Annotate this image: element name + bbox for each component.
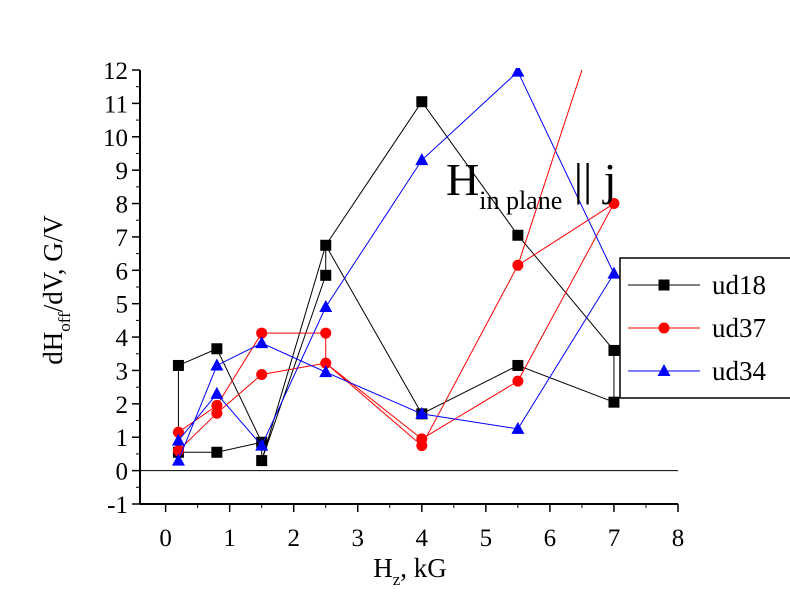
x-tick-label: 7 xyxy=(608,525,621,552)
data-point-ud34 xyxy=(171,453,185,466)
legend-marker-ud34 xyxy=(657,364,671,376)
data-point-ud34 xyxy=(171,433,185,446)
y-tick-label: 5 xyxy=(116,292,129,319)
data-point-ud34 xyxy=(210,386,224,399)
y-axis-title-main: dH xyxy=(38,332,68,365)
series-layer xyxy=(171,68,621,467)
x-tick-label: 5 xyxy=(480,525,493,552)
x-tick-label: 8 xyxy=(672,525,685,552)
series-ud18 xyxy=(172,96,620,467)
series-ud34 xyxy=(171,68,621,466)
data-point-ud37 xyxy=(512,375,524,387)
data-point-ud18 xyxy=(608,396,620,408)
y-tick-label: 0 xyxy=(116,459,129,486)
data-point-ud34 xyxy=(255,438,269,451)
data-point-ud34 xyxy=(415,153,429,166)
x-axis-title: Hz, kG xyxy=(373,553,447,589)
y-tick-label: 12 xyxy=(103,58,128,85)
y-tick-label: -1 xyxy=(107,492,128,519)
x-tick-label: 0 xyxy=(159,525,172,552)
legend-label-ud34: ud34 xyxy=(712,356,767,386)
data-point-ud37 xyxy=(211,407,223,419)
data-point-ud18 xyxy=(211,343,223,355)
series-line-ud37 xyxy=(178,203,615,451)
series-extension-ud37 xyxy=(517,69,583,266)
data-point-ud18 xyxy=(256,455,268,467)
x-axis-title-main: H xyxy=(373,553,393,583)
chart-annotation: Hin plane || j xyxy=(446,154,616,215)
data-point-ud34 xyxy=(255,336,269,349)
series-ud37 xyxy=(172,198,620,457)
y-tick-label: 6 xyxy=(116,258,129,285)
data-point-ud18 xyxy=(512,229,524,241)
data-point-ud34 xyxy=(319,300,333,313)
data-point-ud37 xyxy=(320,327,332,339)
y-tick-label: 10 xyxy=(103,125,128,152)
y-axis-title-sub: off xyxy=(55,312,74,332)
annotation-main: H xyxy=(446,154,479,205)
annotation-sub: in plane xyxy=(479,186,562,215)
data-point-ud37 xyxy=(172,426,184,438)
series-line-ud34 xyxy=(177,70,615,461)
data-point-ud34 xyxy=(210,358,224,371)
y-tick-label: 11 xyxy=(104,91,128,118)
data-point-ud34 xyxy=(319,365,333,378)
y-tick-label: 8 xyxy=(116,192,129,219)
x-axis-title-sub: z xyxy=(393,570,401,589)
data-point-ud18 xyxy=(512,359,524,371)
data-point-ud34 xyxy=(511,421,525,434)
legend-marker-ud18 xyxy=(658,279,670,291)
data-point-ud18 xyxy=(416,96,428,108)
x-tick-label: 6 xyxy=(544,525,557,552)
x-axis-title-rest: , kG xyxy=(400,553,447,583)
x-tick-label: 2 xyxy=(287,525,300,552)
legend-label-ud37: ud37 xyxy=(712,313,766,343)
y-axis-title-rest: /dV, G/V xyxy=(38,215,68,313)
data-point-ud37 xyxy=(416,440,428,452)
legend: ud18 ud37 ud34 xyxy=(619,257,790,399)
legend-marker-ud37 xyxy=(658,322,670,334)
y-tick-label: 9 xyxy=(116,158,129,185)
data-point-ud34 xyxy=(511,68,525,77)
y-tick-label: 4 xyxy=(116,325,129,352)
data-point-ud18 xyxy=(320,269,332,281)
y-tick-label: 3 xyxy=(116,358,129,385)
y-tick-label: 7 xyxy=(116,225,129,252)
x-tick-label: 4 xyxy=(416,525,429,552)
data-point-ud18 xyxy=(320,239,332,251)
data-point-ud37 xyxy=(211,400,223,412)
data-point-ud37 xyxy=(608,198,620,210)
y-tick-label: 1 xyxy=(116,425,129,452)
data-point-ud18 xyxy=(608,344,620,356)
data-point-ud18 xyxy=(211,446,223,458)
data-point-ud34 xyxy=(415,406,429,419)
y-tick-label: 2 xyxy=(116,392,129,419)
data-point-ud34 xyxy=(607,266,621,279)
data-point-ud37 xyxy=(256,368,268,380)
annotation-rest: || j xyxy=(562,154,616,205)
data-point-ud18 xyxy=(172,359,184,371)
x-tick-label: 3 xyxy=(352,525,365,552)
x-tick-label: 1 xyxy=(223,525,236,552)
y-axis-title: dHoff/dV, G/V xyxy=(38,215,74,365)
data-point-ud37 xyxy=(256,327,268,339)
series-line-ud18 xyxy=(177,100,615,461)
legend-label-ud18: ud18 xyxy=(712,270,766,300)
data-point-ud37 xyxy=(320,357,332,369)
